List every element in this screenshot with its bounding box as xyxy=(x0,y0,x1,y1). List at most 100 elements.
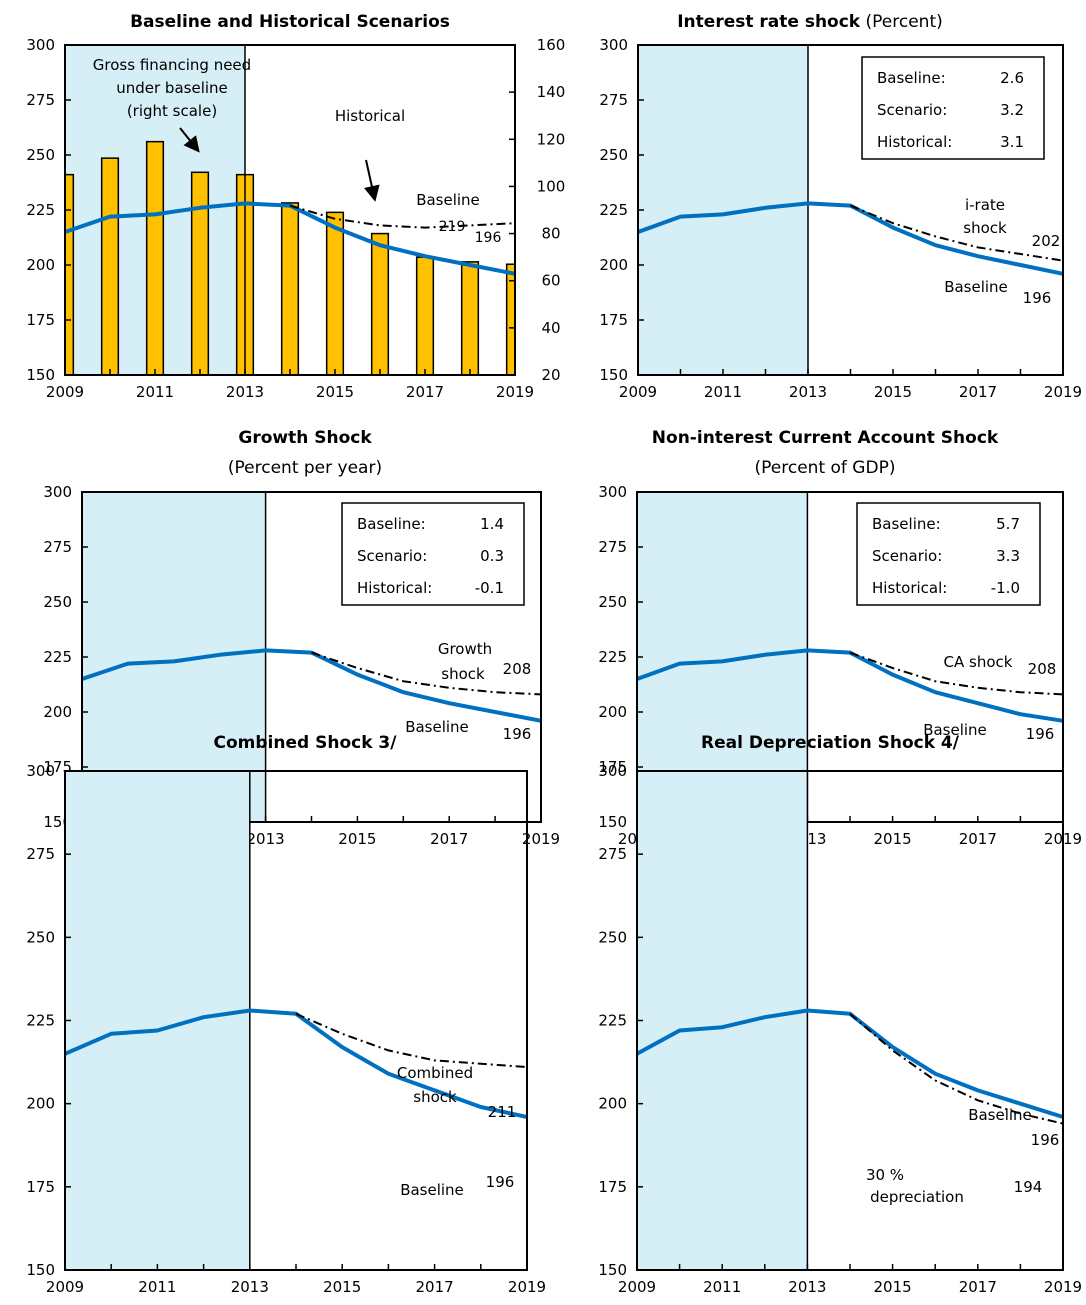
y-tick-label: 150 xyxy=(598,1261,627,1279)
y-tick-label: 250 xyxy=(26,928,55,946)
x-tick-label: 2019 xyxy=(522,830,560,848)
x-tick-label: 2013 xyxy=(226,383,264,401)
annotation-label: Growth xyxy=(438,640,492,658)
y-tick-label: 300 xyxy=(599,36,628,54)
legend-value: 1.4 xyxy=(480,515,504,533)
shock-line xyxy=(850,204,1064,262)
x-tick-label: 2017 xyxy=(406,383,444,401)
shaded-region xyxy=(637,771,808,1270)
x-tick-label: 2019 xyxy=(496,383,534,401)
y-right-tick-label: 80 xyxy=(541,225,560,243)
annotation-label: Baseline xyxy=(923,721,987,739)
x-tick-label: 2017 xyxy=(959,830,997,848)
x-tick-label: 2013 xyxy=(247,830,285,848)
x-tick-label: 2011 xyxy=(703,1278,741,1296)
y-tick-label: 150 xyxy=(599,366,628,384)
annotation-label: 196 xyxy=(503,725,532,743)
legend-label: Scenario: xyxy=(872,547,942,565)
annotation-label: 196 xyxy=(1026,725,1055,743)
shaded-region xyxy=(638,45,808,375)
legend-value: 3.2 xyxy=(1000,101,1024,119)
x-tick-label: 2019 xyxy=(1044,383,1082,401)
chart-title: Real Depreciation Shock 4/ xyxy=(701,733,960,753)
x-tick-label: 2015 xyxy=(874,1278,912,1296)
y-tick-label: 225 xyxy=(43,648,72,666)
annotation-label: 196 xyxy=(475,230,502,246)
y-tick-label: 150 xyxy=(598,813,627,831)
x-tick-label: 2017 xyxy=(416,1278,454,1296)
annotation-label: 194 xyxy=(1014,1178,1043,1196)
y-right-tick-label: 40 xyxy=(541,319,560,337)
y-tick-label: 275 xyxy=(26,845,55,863)
bar xyxy=(370,232,390,376)
shock-line xyxy=(849,1013,1064,1125)
legend-label: Scenario: xyxy=(877,101,947,119)
y-tick-label: 300 xyxy=(43,483,72,501)
shock-line xyxy=(289,204,516,229)
annotation-label: 219 xyxy=(439,219,466,235)
legend-box xyxy=(341,502,525,606)
legend-value: 0.3 xyxy=(480,547,504,565)
x-tick-label: 2019 xyxy=(1044,1278,1082,1296)
bar xyxy=(415,256,435,376)
legend-box xyxy=(856,502,1041,606)
chart-panel-p2: Interest rate shock (Percent) 300 275 250 22… xyxy=(599,12,1082,401)
y-tick-label: 175 xyxy=(26,1178,55,1196)
annotation-label: CA shock xyxy=(944,653,1013,671)
bar xyxy=(460,261,480,376)
y-tick-label: 275 xyxy=(599,91,628,109)
y-tick-label: 200 xyxy=(26,1095,55,1113)
y-tick-label: 200 xyxy=(598,1095,627,1113)
annotation-label: 202 xyxy=(1032,232,1061,250)
chart-title: Baseline and Historical Scenarios xyxy=(130,12,450,32)
x-tick-label: 2015 xyxy=(874,383,912,401)
chart-panel-p3: Growth Shock (Percent per year) 300 275 250 2… xyxy=(43,428,560,848)
shock-line xyxy=(311,651,542,696)
chart-title: Growth Shock xyxy=(238,428,372,448)
legend-label: Baseline: xyxy=(877,69,946,87)
chart-panel-p6: Real Depreciation Shock 4/300 275 250 225 20… xyxy=(598,733,1082,1296)
legend-label: Baseline: xyxy=(872,515,941,533)
chart-panel-p4: Non-interest Current Account Shock (Perce… xyxy=(598,428,1082,848)
x-tick-label: 2013 xyxy=(789,383,827,401)
y-tick-label: 300 xyxy=(598,483,627,501)
y-right-tick-label: 140 xyxy=(537,83,566,101)
x-tick-label: 2019 xyxy=(508,1278,546,1296)
annotation-label: Historical xyxy=(335,107,405,125)
y-tick-label: 200 xyxy=(26,256,55,274)
x-tick-label: 2017 xyxy=(959,1278,997,1296)
y-tick-label: 300 xyxy=(26,762,55,780)
y-tick-label: 175 xyxy=(598,1178,627,1196)
annotation-label: Baseline xyxy=(405,718,469,736)
arrow-historical xyxy=(364,159,380,202)
y-tick-label: 250 xyxy=(599,146,628,164)
shaded-region xyxy=(82,492,266,822)
y-right-tick-label: 20 xyxy=(541,366,560,384)
annotation-label: shock xyxy=(413,1088,457,1106)
y-tick-label: 200 xyxy=(599,256,628,274)
y-tick-label: 250 xyxy=(598,928,627,946)
y-right-tick-label: 120 xyxy=(537,130,566,148)
y-tick-label: 175 xyxy=(598,758,627,776)
legend-label: Historical: xyxy=(872,579,947,597)
x-tick-label: 2009 xyxy=(619,383,657,401)
chart-subtitle: (Percent of GDP) xyxy=(755,458,896,478)
y-tick-label: 225 xyxy=(599,201,628,219)
y-tick-label: 300 xyxy=(26,36,55,54)
annotation-label: 208 xyxy=(1028,660,1057,678)
annotation-label: under baseline xyxy=(116,79,228,97)
legend-value: 2.6 xyxy=(1000,69,1024,87)
x-tick-label: 2009 xyxy=(46,1278,84,1296)
legend-label: Historical: xyxy=(877,133,952,151)
legend-value: -1.0 xyxy=(991,579,1020,597)
x-tick-label: 2011 xyxy=(136,383,174,401)
x-tick-label: 2015 xyxy=(874,830,912,848)
annotation-label: i-rate xyxy=(965,196,1005,214)
y-right-tick-label: 60 xyxy=(541,272,560,290)
shock-line xyxy=(295,1012,528,1069)
x-tick-label: 2015 xyxy=(338,830,376,848)
y-tick-label: 250 xyxy=(43,593,72,611)
annotation-label: depreciation xyxy=(870,1188,964,1206)
y-right-tick-label: 100 xyxy=(537,177,566,195)
